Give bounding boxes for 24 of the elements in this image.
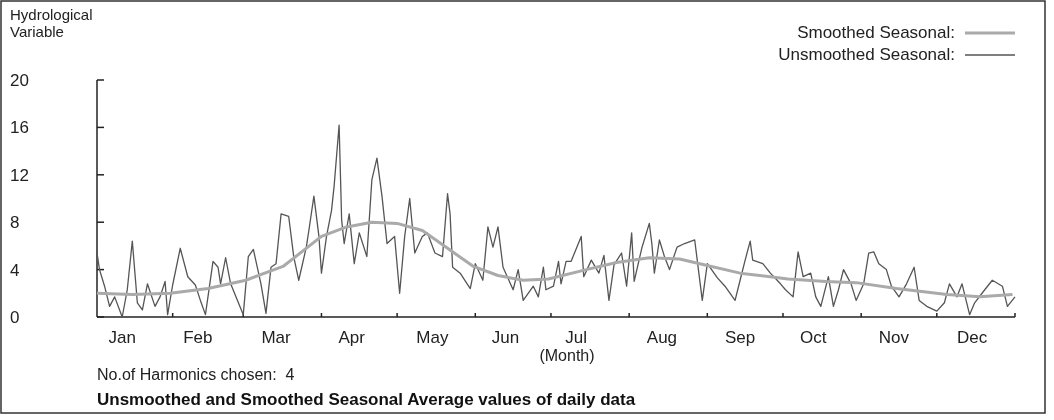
y-tick-label: 8	[10, 213, 20, 233]
y-axis-title: Hydrological Variable	[10, 6, 93, 40]
x-tick-label: Apr	[338, 328, 366, 347]
x-tick-label: Oct	[800, 328, 827, 347]
y-tick-label: 4	[10, 260, 20, 280]
legend-label: Smoothed Seasonal:	[797, 23, 955, 42]
y-tick-label: 20	[10, 70, 29, 90]
x-axis-title: (Month)	[539, 347, 595, 364]
y-tick-label: 16	[10, 118, 29, 138]
x-tick-label: Mar	[261, 328, 292, 347]
x-tick-label: May	[416, 328, 449, 347]
x-tick-label: Aug	[646, 328, 678, 347]
text: Unsmoothed and Smoothed Seasonal Average values of daily data	[97, 390, 636, 409]
y-tick-label: 12	[10, 165, 29, 185]
text: No.of Harmonics chosen: 4	[97, 366, 295, 383]
y-tick-label: 0	[10, 307, 20, 327]
x-tick-label: Jul	[565, 328, 588, 347]
x-tick-label: Jun	[491, 328, 520, 347]
x-tick-label: Feb	[183, 328, 213, 347]
legend-label: Unsmoothed Seasonal:	[778, 45, 955, 64]
x-tick-label: Dec	[957, 328, 988, 347]
x-tick-label: Jan	[108, 328, 136, 347]
x-tick-label: Sep	[724, 328, 756, 347]
x-tick-label: Nov	[878, 328, 910, 347]
